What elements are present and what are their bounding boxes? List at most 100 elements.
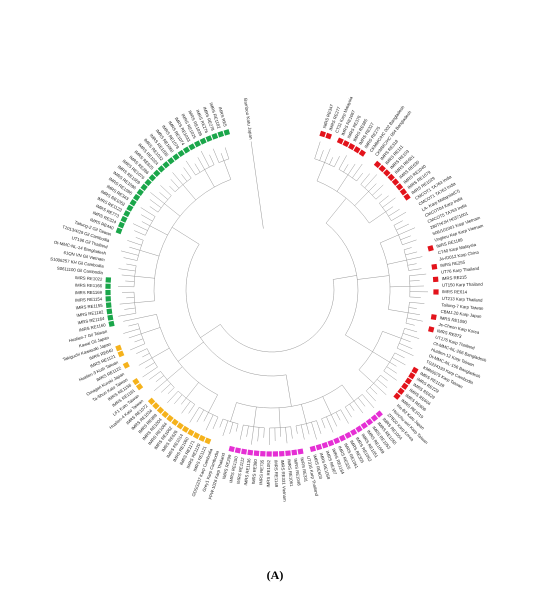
leaf-label: IMRS RE1182 (76, 309, 104, 318)
leaf-branch (364, 174, 378, 188)
green-marker (115, 227, 123, 235)
leaf-label: IMRS RE603 (312, 454, 323, 480)
clade-branch (136, 314, 157, 319)
green-marker (148, 174, 157, 182)
leaf-branch (388, 209, 400, 217)
leaf-branch (128, 333, 142, 339)
leaf-branch (120, 250, 139, 256)
leaf-branch (142, 366, 158, 378)
clade-branch (253, 406, 257, 427)
leaf-node: IMRS RE255 (431, 260, 466, 270)
orange-marker (204, 437, 212, 445)
magenta-marker (350, 428, 358, 436)
leaf-label: IMRS RE1189 (436, 237, 464, 249)
leaf-branch (172, 172, 184, 185)
clade-branch (164, 203, 181, 217)
leaf-branch (349, 403, 355, 411)
clade-branch (141, 327, 161, 335)
panel-label: (A) (266, 568, 284, 582)
leaf-node: CBMJ-20 Karp Japan (440, 309, 482, 319)
leaf-branch (356, 172, 363, 182)
leaf-label: IMRS RE331 (299, 457, 308, 483)
magenta-marker (241, 448, 248, 455)
root-branch (333, 275, 357, 280)
superclade-branch (345, 334, 373, 352)
leaf-branch (263, 427, 265, 438)
red-marker (408, 372, 416, 380)
leaf-label: S0611100 Gil Cambodia (57, 266, 104, 276)
leaf-branch (132, 223, 148, 231)
leaf-branch (405, 322, 415, 326)
leaf-branch (368, 183, 377, 192)
leaf-branch (170, 179, 180, 189)
leaf-branch (402, 239, 417, 245)
red-marker (432, 276, 439, 283)
leaf-branch (129, 246, 140, 251)
leaf-label: IMRS RE1022 (75, 275, 103, 282)
leaf-node: IMRS RE873 (428, 326, 463, 339)
leaf-branch (149, 206, 159, 213)
leaf-branch (353, 400, 364, 414)
leaf-branch (239, 424, 244, 440)
leaf-branch (326, 416, 334, 433)
leaf-node: IMRS RE1182 (76, 308, 113, 318)
red-marker (395, 183, 404, 191)
leaf-branch (408, 307, 417, 309)
leaf-label: IMRS RE1164 (77, 316, 105, 326)
leaf-node: IMRS RE1164 (77, 314, 114, 326)
leaf-node: IMRS RE1052 (266, 451, 272, 487)
magenta-marker (370, 414, 379, 422)
leaf-branch (154, 379, 168, 391)
leaf-branch (405, 251, 418, 256)
magenta-marker (309, 445, 317, 452)
red-marker (399, 188, 408, 196)
leaf-branch (127, 240, 142, 246)
leaf-branch (246, 425, 249, 437)
leaf-branch (407, 317, 423, 322)
leaf-branch (314, 141, 321, 159)
green-marker (140, 183, 148, 191)
leaf-label: IMRS RE1150 (228, 455, 239, 483)
clade-branch (358, 369, 374, 384)
clade-branch (139, 250, 160, 257)
leaf-branch (398, 227, 416, 236)
clade-arc (316, 180, 370, 224)
clade-branch (149, 225, 168, 236)
leaf-node: IMRS RE1166 (75, 283, 111, 289)
green-marker (123, 210, 131, 218)
magenta-marker (338, 434, 346, 442)
magenta-marker (234, 447, 241, 454)
leaf-label: IMRS RE5 (217, 106, 228, 127)
leaf-branch (400, 235, 411, 240)
clade-branch (301, 404, 307, 424)
leaf-branch (140, 207, 156, 217)
magenta-marker (375, 410, 383, 418)
leaf-branch (343, 164, 349, 173)
leaf-node: UT76 Karp Thailand (441, 266, 480, 275)
leaf-branch (290, 426, 293, 439)
leaf-branch (128, 323, 139, 327)
leaf-branch (185, 160, 196, 176)
leaf-label: IMRS RE299 (221, 454, 232, 480)
leaf-branch (362, 394, 375, 409)
leaf-branch (142, 353, 150, 358)
leaf-branch (399, 343, 413, 349)
leaf-node: IMRS RE331 (297, 448, 309, 483)
red-marker (403, 193, 411, 201)
leaf-node: IMRS RE1149 (272, 451, 279, 488)
leaf-branch (352, 163, 363, 178)
leaf-branch (235, 423, 239, 432)
leaf-branch (134, 230, 146, 236)
leaf-branch (369, 386, 378, 395)
leaf-branch (257, 427, 260, 442)
orange-marker (147, 397, 156, 405)
leaf-label: Tailung-7 Karp Taiwan (441, 302, 484, 311)
leaf-label: IMRS RE1155 (75, 303, 103, 311)
leaf-branch (389, 361, 397, 367)
leaf-branch (138, 357, 153, 366)
leaf-label: IMRS RE215 (441, 274, 467, 281)
leaf-branch (386, 366, 397, 374)
green-marker (188, 143, 196, 151)
leaf-branch (382, 197, 396, 208)
leaf-branch (408, 312, 420, 315)
